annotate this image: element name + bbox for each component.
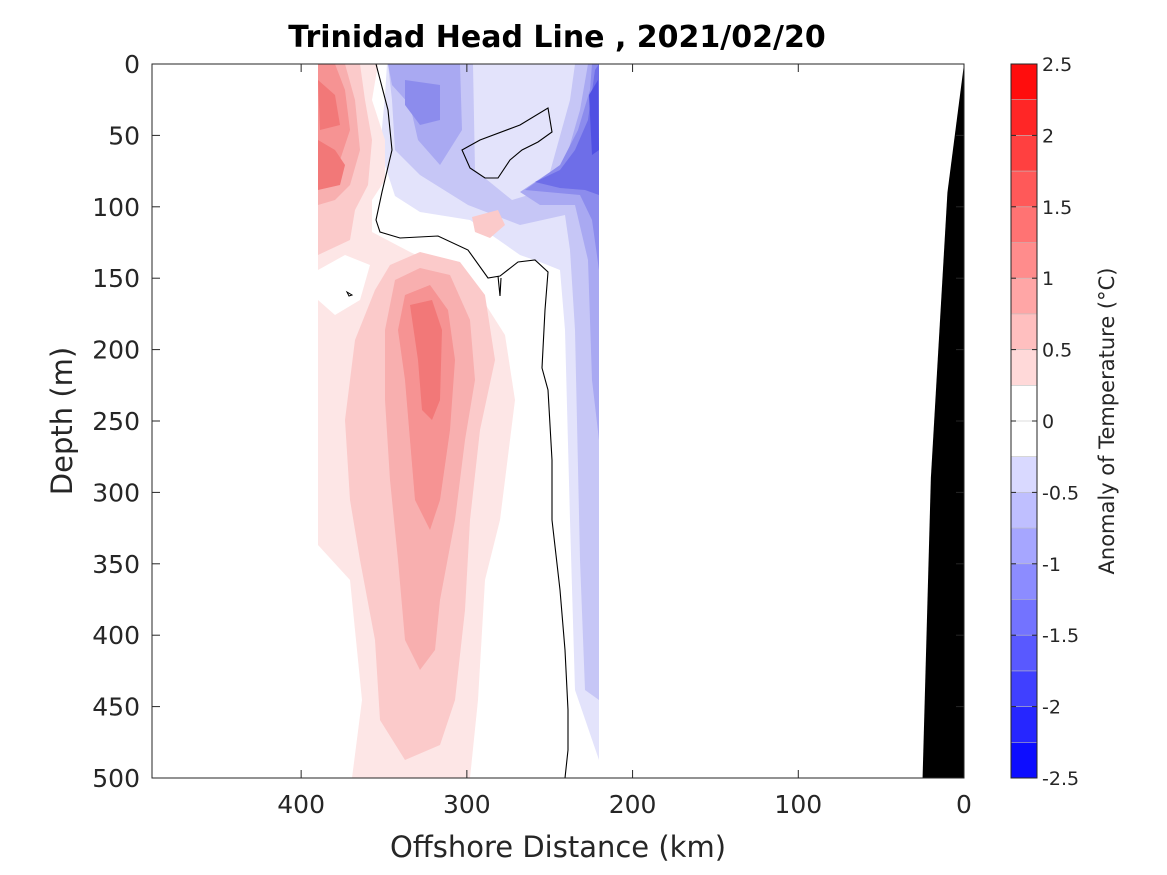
anomaly-contour-fill: [318, 63, 599, 779]
x-tick-label: 100: [774, 790, 822, 819]
colorbar-bin: [1011, 278, 1037, 314]
colorbar-bin: [1011, 742, 1037, 778]
warm-region-core: [318, 80, 442, 420]
colorbar-bin: [1011, 135, 1037, 172]
colorbar-bin: [1011, 421, 1037, 457]
seafloor-bathymetry: [922, 64, 964, 778]
colorbar-bin: [1011, 670, 1037, 707]
cold-band-peak: [589, 80, 599, 155]
colorbar-bin: [1011, 349, 1037, 386]
zero-contour-line: [375, 63, 569, 779]
colorbar-tick-label: -2: [1042, 697, 1061, 719]
colorbar-bin: [1011, 492, 1037, 529]
colorbar-bin: [1011, 64, 1037, 100]
x-tick-labels: 400 300 200 100 0: [277, 790, 972, 819]
colorbar-bin: [1011, 706, 1037, 743]
x-tick-label: 300: [443, 790, 491, 819]
y-tick-label: 300: [92, 478, 140, 507]
y-tick-label: 0: [124, 50, 140, 79]
colorbar-bin: [1011, 456, 1037, 493]
x-tick-label: 400: [277, 790, 325, 819]
plot-area: [151, 63, 965, 779]
colorbar-tick-label: -0.5: [1042, 482, 1079, 504]
colorbar-bin: [1011, 599, 1037, 636]
cold-band-core: [535, 64, 599, 195]
colorbar-tick-label: 1.5: [1042, 197, 1072, 219]
x-axis-label: Offshore Distance (km): [390, 830, 726, 864]
plot-frame: [151, 63, 965, 779]
y-tick-label: 350: [92, 550, 140, 579]
colorbar-tick-label: -1.5: [1042, 625, 1079, 647]
colorbar-tick-label: 2.5: [1042, 54, 1072, 76]
colorbar-bin: [1011, 528, 1037, 564]
colorbar-tick-label: 0: [1042, 411, 1054, 433]
colorbar-tick-label: -2.5: [1042, 768, 1079, 790]
zero-contour-loop: [461, 107, 553, 179]
x-tick-label: 200: [609, 790, 657, 819]
colorbar-bin: [1011, 206, 1037, 243]
warm-region-medium: [318, 64, 475, 670]
y-tick-label: 450: [92, 693, 140, 722]
y-tick-label: 100: [92, 193, 140, 222]
zero-contour-speck: [345, 290, 354, 297]
colorbar-bin: [1011, 242, 1037, 279]
warm-blob: [472, 210, 505, 238]
y-tick-label: 200: [92, 336, 140, 365]
colorbar-bin: [1011, 171, 1037, 207]
colorbar-ticks: 2.5 2 1.5 1 0.5 0 -0.5 -1 -1.5 -2 -2.5: [1011, 54, 1079, 790]
colorbar-bins: [1011, 63, 1037, 778]
y-tick-label: 500: [92, 764, 140, 793]
colorbar-tick-label: 1: [1042, 268, 1054, 290]
x-tick-label: 0: [956, 790, 972, 819]
y-tick-labels: 0 50 100 150 200 250 300 350 400 450 500: [92, 50, 140, 793]
colorbar-bin: [1011, 635, 1037, 671]
cold-band-medium: [388, 64, 599, 440]
chart-title: Trinidad Head Line , 2021/02/20: [288, 20, 825, 55]
colorbar-bin: [1011, 99, 1037, 136]
colorbar-label: Anomaly of Temperature (°C): [1095, 268, 1119, 575]
colorbar-tick-label: 0.5: [1042, 340, 1072, 362]
y-tick-label: 150: [92, 264, 140, 293]
cold-band-weak: [380, 64, 599, 760]
colorbar-bin: [1011, 563, 1037, 600]
colorbar-tick-label: -1: [1042, 554, 1061, 576]
colorbar-bin: [1011, 313, 1037, 350]
y-axis-label: Depth (m): [45, 347, 79, 495]
y-tick-label: 50: [108, 121, 140, 150]
colorbar-bin: [1011, 385, 1037, 421]
colorbar-tick-label: 2: [1042, 125, 1054, 147]
y-tick-label: 250: [92, 407, 140, 436]
warm-region-strong: [318, 64, 455, 530]
y-tick-label: 400: [92, 621, 140, 650]
colorbar: 2.5 2 1.5 1 0.5 0 -0.5 -1 -1.5 -2 -2.5 Anomaly of …: [1010, 54, 1119, 790]
cold-band-strong: [405, 64, 599, 270]
zero-contour-notch: [497, 275, 502, 297]
